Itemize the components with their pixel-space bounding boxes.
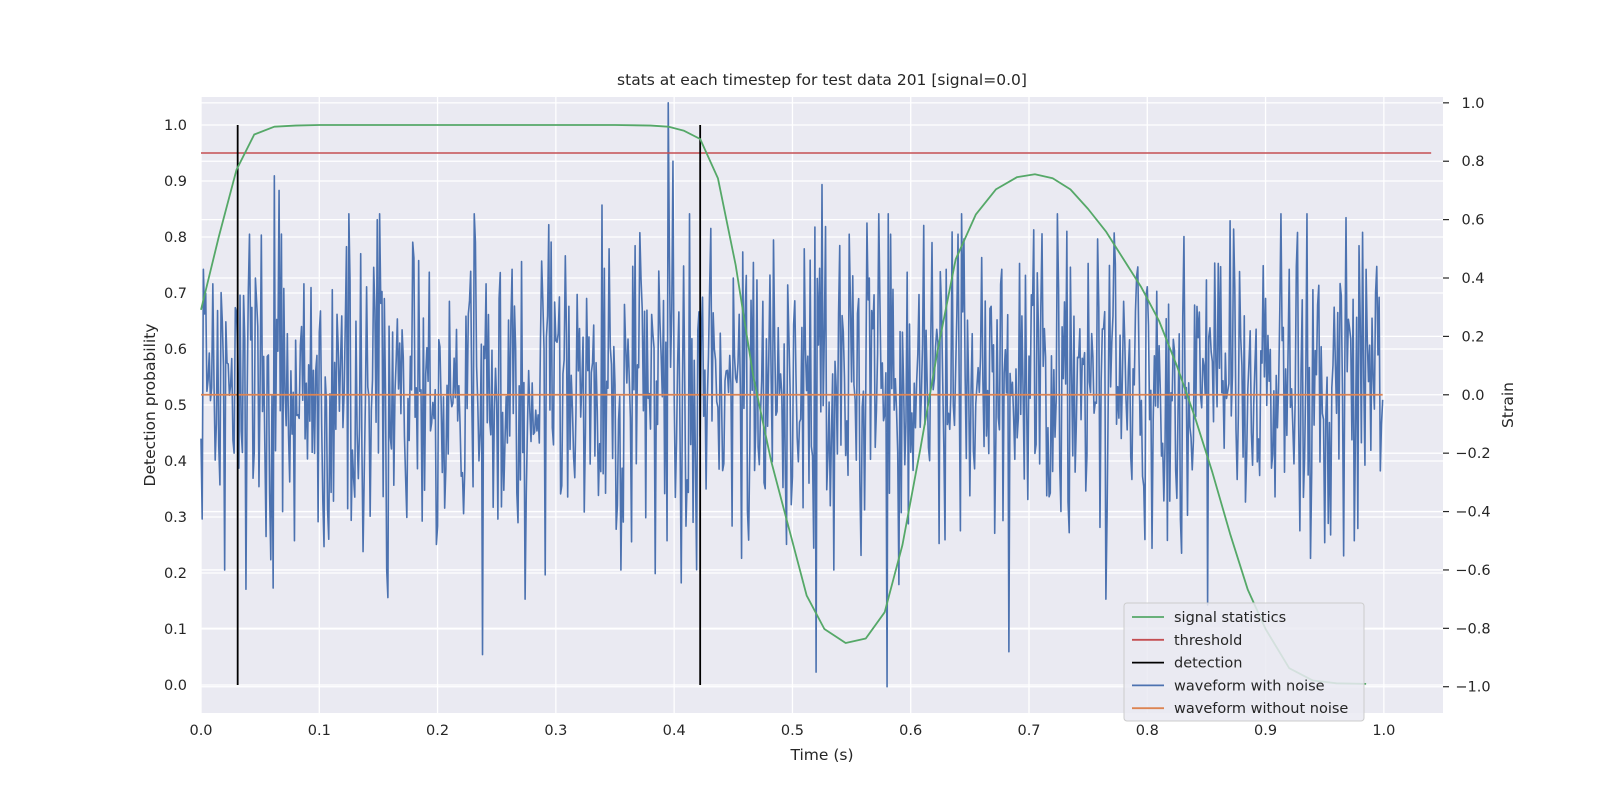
- x-tick-label: 0.3: [544, 723, 567, 739]
- legend-label: waveform without noise: [1174, 701, 1348, 717]
- x-tick-label: 0.9: [1254, 723, 1277, 739]
- y-left-tick-label: 0.1: [164, 622, 187, 638]
- x-tick-label: 0.5: [781, 723, 804, 739]
- y-left-tick-label: 0.8: [164, 230, 187, 246]
- legend-label: detection: [1174, 656, 1242, 672]
- y-right-tick-label: −0.8: [1455, 621, 1490, 637]
- x-tick-label: 0.7: [1017, 723, 1040, 739]
- y-left-tick-label: 0.7: [164, 286, 187, 302]
- chart-title: stats at each timestep for test data 201…: [617, 71, 1027, 89]
- legend-label: threshold: [1174, 633, 1242, 649]
- y-left-tick-label: 0.9: [164, 174, 187, 190]
- y-axis-right-label: Strain: [1499, 382, 1517, 428]
- y-axis-left-label: Detection probability: [141, 324, 159, 487]
- y-right-tick-label: −1.0: [1455, 680, 1490, 696]
- x-tick-label: 1.0: [1372, 723, 1395, 739]
- x-axis: 0.0 0.1 0.2 0.3 0.4 0.5 0.6 0.7 0.8 0.9 1.0: [189, 723, 1395, 739]
- y-left-tick-label: 0.0: [164, 678, 187, 694]
- x-tick-label: 0.1: [308, 723, 331, 739]
- legend-box: [1123, 602, 1365, 722]
- x-tick-label: 0.4: [663, 723, 686, 739]
- legend-label: signal statistics: [1174, 610, 1286, 626]
- y-right-tick-label: −0.2: [1455, 446, 1490, 462]
- x-axis-label: Time (s): [789, 746, 853, 764]
- plot-area: [200, 97, 1443, 713]
- y-axis-right: −1.0 −0.8 −0.6 −0.4 −0.2 0.0 0.2 0.4 0.6 0.8 1.0: [1443, 96, 1491, 696]
- y-right-tick-label: −0.6: [1455, 563, 1490, 579]
- series-signal-statistics: [200, 124, 1367, 685]
- y-left-tick-label: 0.3: [164, 510, 187, 526]
- y-left-tick-label: 0.6: [164, 342, 187, 358]
- legend-label: waveform with noise: [1174, 678, 1325, 694]
- y-right-tick-label: −0.4: [1455, 505, 1490, 521]
- y-left-tick-label: 0.5: [164, 398, 187, 414]
- legend: signal statistics threshold detection wavef…: [1123, 602, 1365, 722]
- y-right-tick-label: 0.6: [1461, 213, 1484, 229]
- y-right-tick-label: 0.4: [1461, 271, 1484, 287]
- y-left-tick-label: 1.0: [164, 118, 187, 134]
- series-layer: [200, 102, 1432, 688]
- y-left-tick-label: 0.4: [164, 454, 187, 470]
- y-right-tick-label: 0.2: [1461, 329, 1484, 345]
- x-tick-label: 0.6: [899, 723, 922, 739]
- y-right-tick-label: 0.0: [1461, 388, 1484, 404]
- y-axis-left: 0.0 0.1 0.2 0.3 0.4 0.5 0.6 0.7 0.8 0.9 1.0: [164, 118, 187, 694]
- y-left-tick-label: 0.2: [164, 566, 187, 582]
- x-tick-label: 0.8: [1136, 723, 1159, 739]
- x-tick-label: 0.2: [426, 723, 449, 739]
- y-right-tick-label: 1.0: [1461, 96, 1484, 112]
- y-right-tick-label: 0.8: [1461, 154, 1484, 170]
- x-tick-label: 0.0: [189, 723, 212, 739]
